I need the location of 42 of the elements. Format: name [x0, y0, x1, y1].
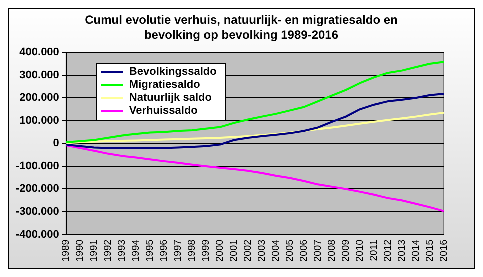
x-tick-label: 2000 [215, 239, 226, 262]
x-tick-label: 2016 [438, 239, 450, 262]
x-tick-label: 2008 [326, 239, 338, 262]
x-tick-label: 2007 [312, 239, 324, 262]
x-tick-label: 1997 [173, 239, 184, 262]
x-tick-label: 1989 [61, 239, 72, 262]
x-tick-label: 1999 [201, 239, 212, 262]
x-tick-label: 1994 [131, 239, 142, 262]
y-tick-label: 100.000 [20, 114, 60, 127]
y-tick-label: -100.000 [16, 160, 60, 172]
y-tick-label: -400.000 [16, 228, 60, 241]
x-tick-label: 2013 [396, 239, 408, 262]
y-tick-label: 0 [53, 138, 60, 150]
x-tick-label: 2005 [284, 239, 296, 262]
x-tick-label: 1993 [117, 239, 128, 262]
chart-title: Cumul evolutie verhuis, natuurlijk- en migratiesaldo en bevolking op bevolking 1989-2016 [84, 12, 399, 43]
legend-label: Natuurlijk saldo [129, 92, 212, 105]
x-tick-label: 2009 [340, 239, 352, 262]
x-tick-label: 2014 [410, 239, 422, 262]
x-tick-label: 1991 [89, 239, 100, 262]
x-tick-label: 1995 [145, 239, 156, 262]
x-tick-label: 2010 [354, 239, 366, 262]
y-tick-label: -300.000 [16, 206, 60, 218]
y-tick-label: 400.000 [20, 46, 60, 59]
x-tick-label: 2004 [270, 239, 282, 262]
y-tick-label: 200.000 [20, 92, 60, 104]
y-tick-label: 300.000 [20, 69, 60, 82]
legend-label: Verhuissaldo [129, 104, 198, 118]
x-tick-label: 2006 [298, 239, 310, 262]
x-tick-label: 2011 [368, 239, 380, 262]
x-tick-label: 1992 [103, 239, 114, 262]
legend-label: Bevolkingssaldo [129, 66, 217, 79]
x-tick-label: 2012 [382, 239, 394, 262]
x-tick-label: 2002 [242, 239, 254, 262]
x-tick-label: 1998 [187, 239, 198, 262]
legend-label: Migratiesaldo [129, 78, 200, 92]
x-tick-label: 2001 [228, 239, 240, 262]
x-tick-label: 2003 [256, 239, 268, 262]
x-tick-label: 1990 [75, 239, 86, 262]
y-tick-label: -200.000 [16, 183, 60, 196]
x-tick-label: 1996 [159, 239, 170, 262]
x-tick-label: 2015 [424, 239, 436, 262]
